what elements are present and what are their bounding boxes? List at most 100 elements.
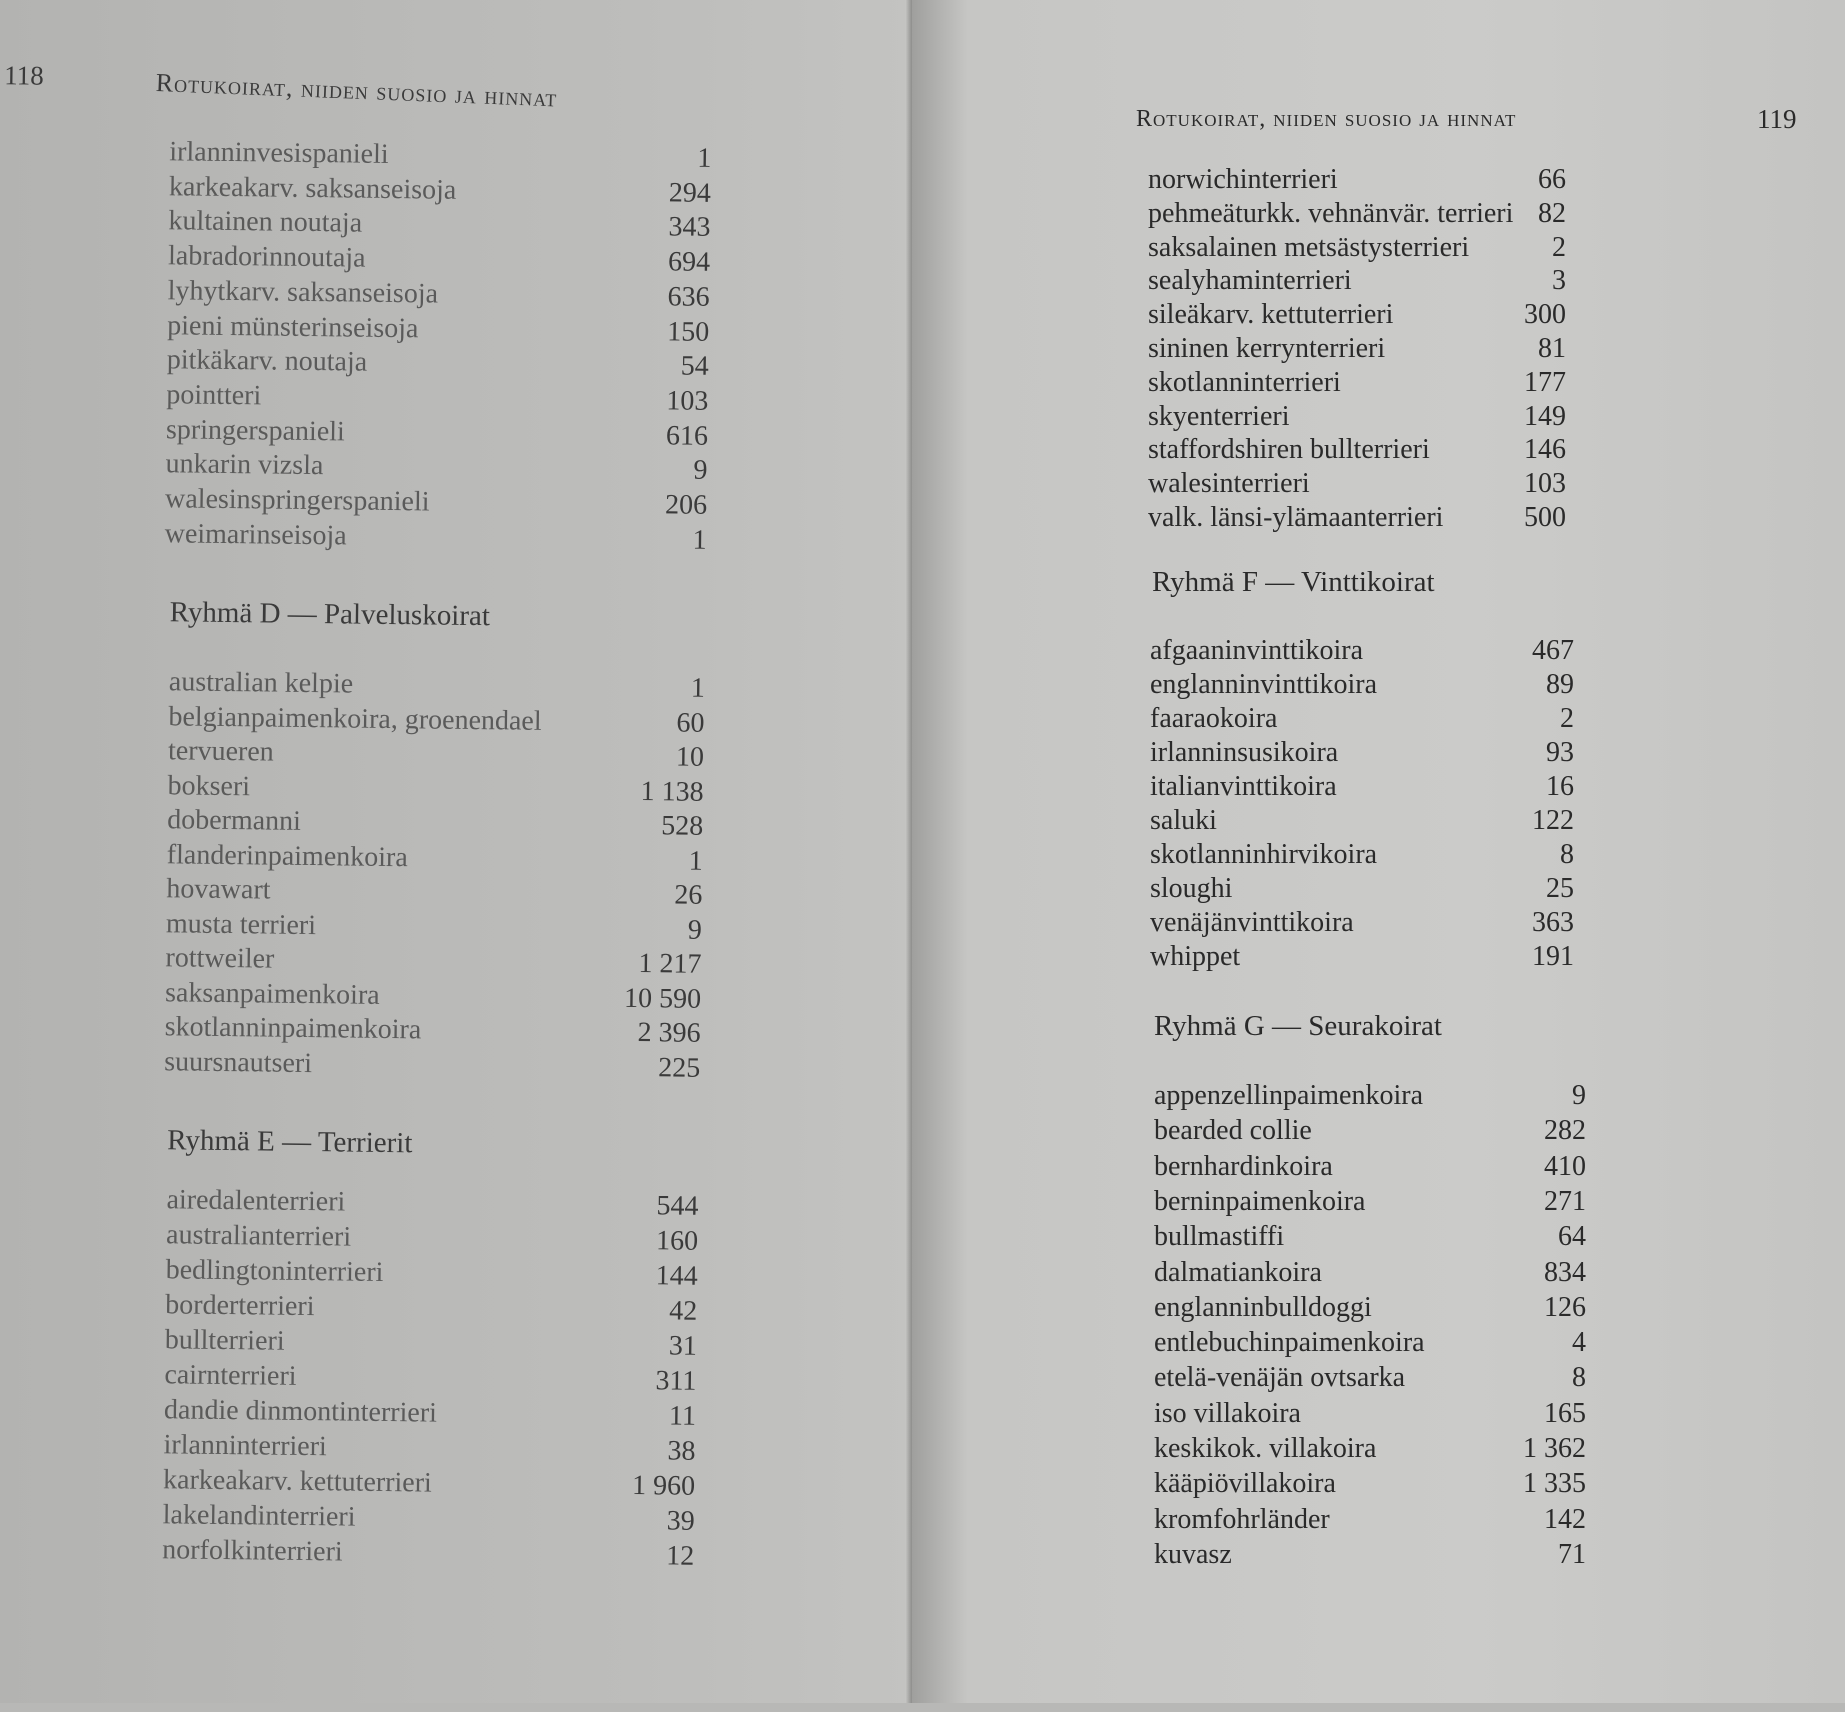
registration-count: 225: [658, 1051, 701, 1084]
breed-name: irlanninvesispanieli: [169, 136, 389, 170]
registration-count: 81: [1538, 333, 1566, 364]
registration-count: 1: [692, 524, 707, 556]
group-c-list: irlanninvesispanieli 1 karkeakarv. saksans…: [165, 136, 712, 555]
registration-count: 126: [1544, 1291, 1586, 1323]
registration-count: 834: [1544, 1256, 1586, 1288]
registration-count: 103: [666, 385, 709, 417]
breed-entry: skotlanninpaimenkoira 2 396: [164, 1011, 700, 1049]
registration-count: 467: [1532, 635, 1574, 666]
breed-name: australian kelpie: [168, 666, 354, 700]
breed-name: kuvasz: [1154, 1538, 1232, 1570]
group-e-heading: Ryhmä E — Terrierit: [167, 1124, 413, 1160]
registration-count: 144: [655, 1260, 698, 1292]
breed-name: lakelandinterrieri: [162, 1499, 356, 1533]
registration-count: 616: [665, 419, 709, 452]
breed-entry: unkarin vizsla 9: [165, 449, 708, 487]
breed-name: airedalenterrieri: [166, 1184, 346, 1218]
registration-count: 26: [674, 879, 703, 911]
breed-name: kääpiövillakoira: [1154, 1468, 1336, 1500]
breed-name: englanninbulldoggi: [1154, 1291, 1372, 1323]
registration-count: 282: [1544, 1115, 1586, 1147]
breed-entry: karkeakarv. kettuterrieri 1 960: [163, 1464, 695, 1501]
breed-name: borderterrieri: [165, 1289, 315, 1323]
registration-count: 12: [666, 1540, 695, 1572]
registration-count: 142: [1544, 1503, 1586, 1535]
breed-name: irlanninterrieri: [163, 1429, 328, 1463]
breed-name: walesinspringerspanieli: [164, 483, 430, 518]
breed-name: hovawart: [166, 873, 271, 906]
breed-name: pitkäkarv. noutaja: [166, 344, 368, 378]
breed-name: lyhytkarv. saksanseisoja: [167, 275, 439, 310]
breed-entry: labradorinnoutaja 694: [168, 240, 710, 278]
breed-name: skotlanninterrieri: [1148, 366, 1341, 398]
registration-count: 1 217: [638, 948, 702, 980]
breed-name: valk. länsi-ylämaanterrieri: [1148, 502, 1444, 533]
group-d-list: australian kelpie 1 belgianpaimenkoira, gr…: [164, 666, 705, 1083]
registration-count: 9: [687, 914, 703, 946]
registration-count: 4: [1572, 1327, 1586, 1359]
registration-count: 1 138: [640, 775, 704, 808]
registration-count: 2: [1552, 231, 1566, 263]
breed-name: karkeakarv. saksanseisoja: [168, 170, 457, 206]
registration-count: 3: [1552, 265, 1566, 297]
registration-count: 9: [1572, 1080, 1586, 1111]
breed-entry: lyhytkarv. saksanseisoja 636: [167, 275, 710, 313]
registration-count: 410: [1544, 1150, 1586, 1182]
breed-name: staffordshiren bullterrieri: [1148, 434, 1430, 466]
registration-count: 311: [655, 1365, 697, 1397]
registration-count: 39: [666, 1505, 695, 1537]
breed-entry: dandie dinmontinterrieri 11: [164, 1394, 696, 1431]
breed-entry: pointteri 103: [166, 379, 708, 417]
registration-count: 82: [1538, 197, 1566, 229]
registration-count: 1: [697, 142, 712, 174]
breed-name: saksalainen metsästysterrieri: [1148, 231, 1470, 263]
breed-name: venäjänvinttikoira: [1150, 907, 1354, 938]
breed-name: bernhardinkoira: [1154, 1150, 1333, 1182]
breed-name: australianterrieri: [165, 1219, 352, 1253]
breed-entry: irlanninvesispanieli 1: [169, 136, 711, 174]
registration-count: 300: [1524, 299, 1566, 331]
breed-entry: tervueren 10: [168, 735, 704, 773]
registration-count: 271: [1544, 1185, 1586, 1217]
breed-name: rottweiler: [165, 942, 275, 975]
page-number: 118: [4, 60, 44, 91]
group-e-list: airedalenterrieri 544 australianterrieri 16…: [162, 1184, 699, 1571]
registration-count: 1 960: [631, 1469, 696, 1502]
breed-name: iso villakoira: [1154, 1397, 1301, 1429]
breed-entry: suursnautseri 225: [164, 1046, 700, 1084]
breed-entry: musta terrieri 9: [166, 908, 702, 946]
registration-count: 528: [660, 810, 704, 842]
registration-count: 160: [655, 1225, 699, 1257]
breed-entry: lakelandinterrieri 39: [163, 1499, 695, 1536]
registration-count: 64: [1558, 1221, 1586, 1253]
breed-entry: walesinspringerspanieli 206: [165, 483, 707, 521]
breed-entry: bullterrieri 31: [165, 1324, 697, 1361]
registration-count: 42: [669, 1295, 698, 1327]
breed-name: italianvinttikoira: [1150, 771, 1337, 802]
breed-name: bullmastiffi: [1154, 1221, 1285, 1253]
registration-count: 2 396: [637, 1017, 701, 1049]
registration-count: 54: [680, 350, 709, 383]
registration-count: 11: [668, 1400, 697, 1432]
breed-name: berninpaimenkoira: [1154, 1185, 1366, 1217]
breed-entry: bokseri 1 138: [167, 770, 703, 808]
breed-entry: kultainen noutaja 343: [168, 206, 711, 244]
registration-count: 1: [688, 845, 703, 877]
breed-name: kultainen noutaja: [168, 205, 363, 239]
breed-name: entlebuchinpaimenkoira: [1154, 1327, 1425, 1359]
breed-name: saluki: [1150, 805, 1217, 836]
breed-entry: australian kelpie 1: [169, 666, 705, 704]
breed-name: weimarinseisoja: [164, 517, 347, 552]
registration-count: 16: [1546, 771, 1574, 802]
breed-name: pehmeäturkk. vehnänvär. terrieri: [1148, 197, 1514, 229]
registration-count: 103: [1524, 468, 1566, 500]
registration-count: 146: [1524, 434, 1566, 466]
breed-name: appenzellinpaimenkoira: [1154, 1080, 1423, 1111]
group-d-heading: Ryhmä D — Palveluskoirat: [169, 596, 491, 633]
registration-count: 636: [667, 281, 710, 313]
breed-entry: borderterrieri 42: [165, 1289, 697, 1326]
breed-entry: australianterrieri 160: [166, 1219, 698, 1256]
breed-name: springerspanieli: [165, 413, 345, 447]
breed-entry: rottweiler 1 217: [165, 942, 701, 980]
registration-count: 1 335: [1523, 1468, 1586, 1500]
